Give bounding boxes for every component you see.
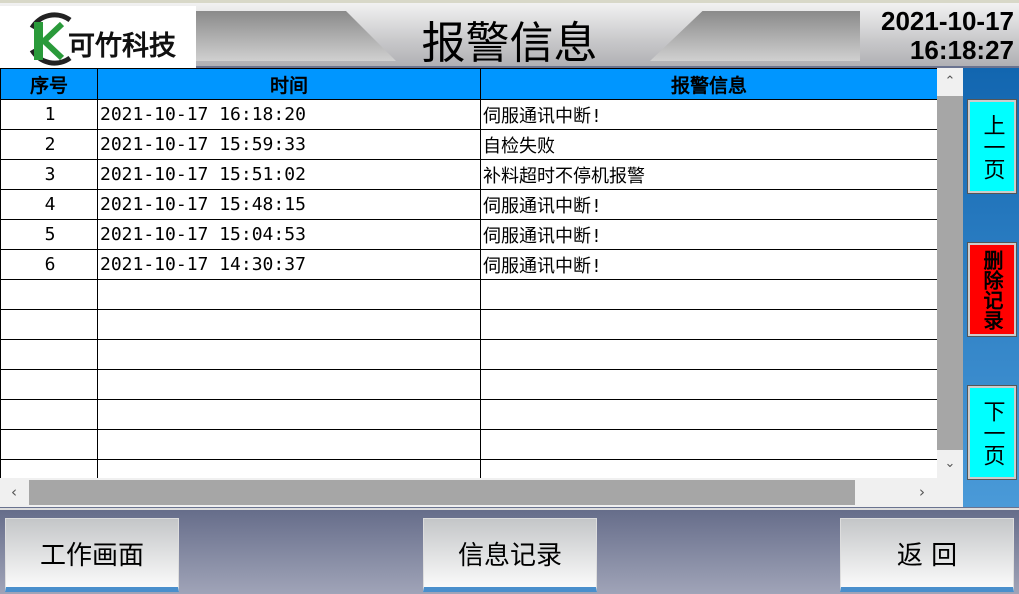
scrollbar-thumb[interactable] — [29, 480, 855, 505]
row-time: 2021-10-17 15:51:02 — [97, 159, 481, 190]
empty-cell — [97, 459, 481, 478]
column-header-message[interactable]: 报警信息 — [480, 68, 937, 100]
empty-cell — [97, 279, 481, 310]
header-bar: 可竹科技 报警信息 2021-10-17 16:18:27 — [0, 0, 1019, 69]
row-message: 补料超时不停机报警 — [480, 159, 937, 190]
row-number: 2 — [0, 129, 98, 160]
row-message: 伺服通讯中断! — [480, 99, 937, 130]
empty-cell — [480, 399, 937, 430]
footer-bar: 工作画面 信息记录 返 回 — [0, 508, 1019, 594]
empty-cell — [480, 339, 937, 370]
scroll-right-icon[interactable]: › — [919, 483, 925, 501]
column-header-no[interactable]: 序号 — [0, 68, 98, 100]
table-row[interactable]: 1 2021-10-17 16:18:20 伺服通讯中断! — [0, 99, 937, 130]
row-message: 伺服通讯中断! — [480, 249, 937, 280]
empty-row — [0, 459, 937, 478]
empty-row — [0, 279, 937, 310]
back-button[interactable]: 返 回 — [840, 518, 1014, 592]
row-time: 2021-10-17 15:48:15 — [97, 189, 481, 220]
empty-row — [0, 339, 937, 370]
work-screen-button[interactable]: 工作画面 — [5, 518, 179, 592]
date-display: 2021-10-17 — [881, 6, 1014, 36]
empty-cell — [97, 309, 481, 340]
empty-row — [0, 309, 937, 340]
empty-cell — [480, 459, 937, 478]
logo: 可竹科技 — [0, 6, 196, 69]
time-display: 16:18:27 — [909, 35, 1014, 65]
empty-cell — [0, 369, 98, 400]
table-row[interactable]: 6 2021-10-17 14:30:37 伺服通讯中断! — [0, 249, 937, 280]
empty-cell — [480, 279, 937, 310]
empty-cell — [97, 399, 481, 430]
next-page-button[interactable]: 下一页 — [967, 385, 1017, 480]
vertical-scrollbar[interactable]: ⌃ ⌄ — [937, 68, 963, 478]
row-time: 2021-10-17 15:04:53 — [97, 219, 481, 250]
horizontal-scrollbar[interactable]: ‹ › — [0, 478, 963, 507]
empty-cell — [0, 459, 98, 478]
empty-cell — [0, 339, 98, 370]
empty-cell — [480, 309, 937, 340]
scroll-down-icon[interactable]: ⌄ — [937, 450, 963, 478]
scroll-up-icon[interactable]: ⌃ — [937, 68, 963, 96]
empty-cell — [0, 279, 98, 310]
logo-text: 可竹科技 — [68, 31, 176, 62]
empty-cell — [480, 369, 937, 400]
row-message: 伺服通讯中断! — [480, 219, 937, 250]
row-time: 2021-10-17 14:30:37 — [97, 249, 481, 280]
delete-record-button[interactable]: 删除记录 — [967, 242, 1017, 337]
table-row[interactable]: 3 2021-10-17 15:51:02 补料超时不停机报警 — [0, 159, 937, 190]
empty-row — [0, 399, 937, 430]
empty-row — [0, 369, 937, 400]
empty-row — [0, 429, 937, 460]
alarm-table: 序号 时间 报警信息 1 2021-10-17 16:18:20 伺服通讯中断! 2 2… — [0, 68, 937, 478]
table-row[interactable]: 5 2021-10-17 15:04:53 伺服通讯中断! — [0, 219, 937, 250]
datetime: 2021-10-17 16:18:27 — [881, 7, 1014, 65]
row-time: 2021-10-17 16:18:20 — [97, 99, 481, 130]
info-record-button[interactable]: 信息记录 — [423, 518, 597, 592]
empty-cell — [0, 429, 98, 460]
row-number: 1 — [0, 99, 98, 130]
page-title: 报警信息 — [421, 18, 598, 69]
empty-cell — [480, 429, 937, 460]
row-number: 4 — [0, 189, 98, 220]
row-message: 伺服通讯中断! — [480, 189, 937, 220]
table-row[interactable]: 4 2021-10-17 15:48:15 伺服通讯中断! — [0, 189, 937, 220]
logo-icon — [29, 12, 72, 66]
empty-cell — [97, 369, 481, 400]
empty-cell — [97, 339, 481, 370]
row-time: 2021-10-17 15:59:33 — [97, 129, 481, 160]
row-message: 自检失败 — [480, 129, 937, 160]
empty-cell — [97, 429, 481, 460]
empty-cell — [0, 399, 98, 430]
prev-page-button[interactable]: 上一页 — [967, 99, 1017, 194]
column-header-time[interactable]: 时间 — [97, 68, 481, 100]
scroll-left-icon[interactable]: ‹ — [11, 483, 17, 501]
row-number: 6 — [0, 249, 98, 280]
table-row[interactable]: 2 2021-10-17 15:59:33 自检失败 — [0, 129, 937, 160]
row-number: 3 — [0, 159, 98, 190]
empty-cell — [0, 309, 98, 340]
row-number: 5 — [0, 219, 98, 250]
